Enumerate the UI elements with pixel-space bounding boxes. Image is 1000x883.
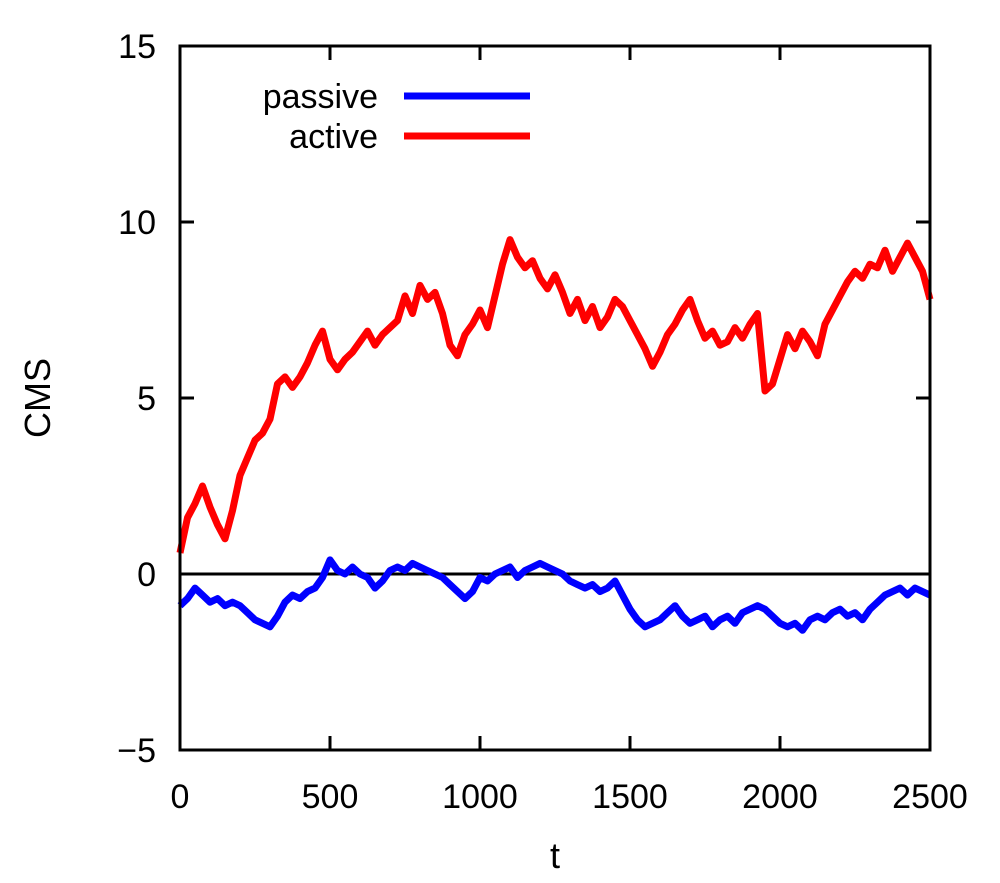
- series-line-active: [176, 236, 934, 554]
- legend-label-passive: passive: [263, 78, 378, 116]
- y-tick-label: −5: [117, 732, 156, 770]
- series-line-passive: [177, 556, 932, 634]
- y-axis-label: CMS: [17, 358, 58, 438]
- legend-label-active: active: [289, 118, 378, 156]
- x-tick-label: 2000: [742, 778, 818, 816]
- y-tick-label: 0: [137, 556, 156, 594]
- plot-frame: [178, 44, 932, 752]
- x-tick-label: 2500: [892, 778, 968, 816]
- x-tick-label: 1500: [592, 778, 668, 816]
- x-tick-label: 1000: [442, 778, 518, 816]
- y-tick-label: 15: [118, 28, 156, 66]
- x-axis-label: t: [550, 835, 560, 876]
- x-tick-label: 0: [171, 778, 190, 816]
- y-tick-label: 10: [118, 204, 156, 242]
- y-tick-label: 5: [137, 380, 156, 418]
- plot-layer: [176, 236, 934, 634]
- x-tick-label: 500: [302, 778, 359, 816]
- tick-label-layer: 0 500 1000 1500 2000 2500 −5 0 5 10 15: [117, 28, 968, 816]
